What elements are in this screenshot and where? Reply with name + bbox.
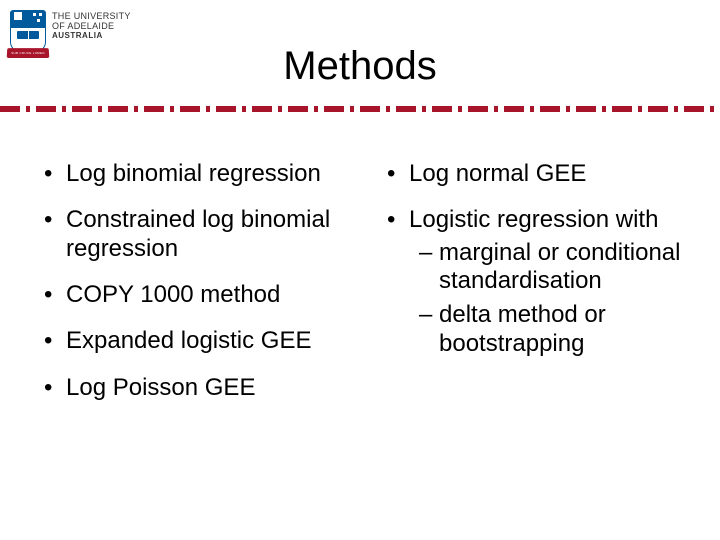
slide-title: Methods: [0, 44, 720, 89]
list-item-text: Expanded logistic GEE: [66, 327, 311, 354]
list-item-text: Log normal GEE: [409, 160, 586, 187]
list-item: Expanded logistic GEE: [44, 327, 347, 355]
university-name: THE UNIVERSITY OF ADELAIDE AUSTRALIA: [52, 10, 131, 41]
right-column: Log normal GEE Logistic regression with …: [387, 160, 690, 420]
title-divider: [0, 106, 720, 112]
list-item-text: Log binomial regression: [66, 160, 321, 187]
sub-list-item: marginal or conditional standardisation: [419, 239, 690, 296]
sub-list-item-text: delta method or bootstrapping: [439, 301, 606, 356]
list-item: Constrained log binomial regression: [44, 206, 347, 263]
list-item-text: Constrained log binomial regression: [66, 206, 330, 261]
uni-line-3: AUSTRALIA: [52, 32, 131, 41]
sub-list-item-text: marginal or conditional standardisation: [439, 239, 680, 294]
list-item-text: Log Poisson GEE: [66, 374, 255, 401]
list-item-text: Logistic regression with: [409, 206, 658, 233]
sub-list-item: delta method or bootstrapping: [419, 301, 690, 358]
list-item: Logistic regression with marginal or con…: [387, 206, 690, 358]
list-item: Log binomial regression: [44, 160, 347, 188]
list-item: COPY 1000 method: [44, 281, 347, 309]
content-area: Log binomial regression Constrained log …: [44, 160, 690, 420]
list-item: Log Poisson GEE: [44, 374, 347, 402]
left-column: Log binomial regression Constrained log …: [44, 160, 347, 420]
list-item-text: COPY 1000 method: [66, 281, 280, 308]
list-item: Log normal GEE: [387, 160, 690, 188]
